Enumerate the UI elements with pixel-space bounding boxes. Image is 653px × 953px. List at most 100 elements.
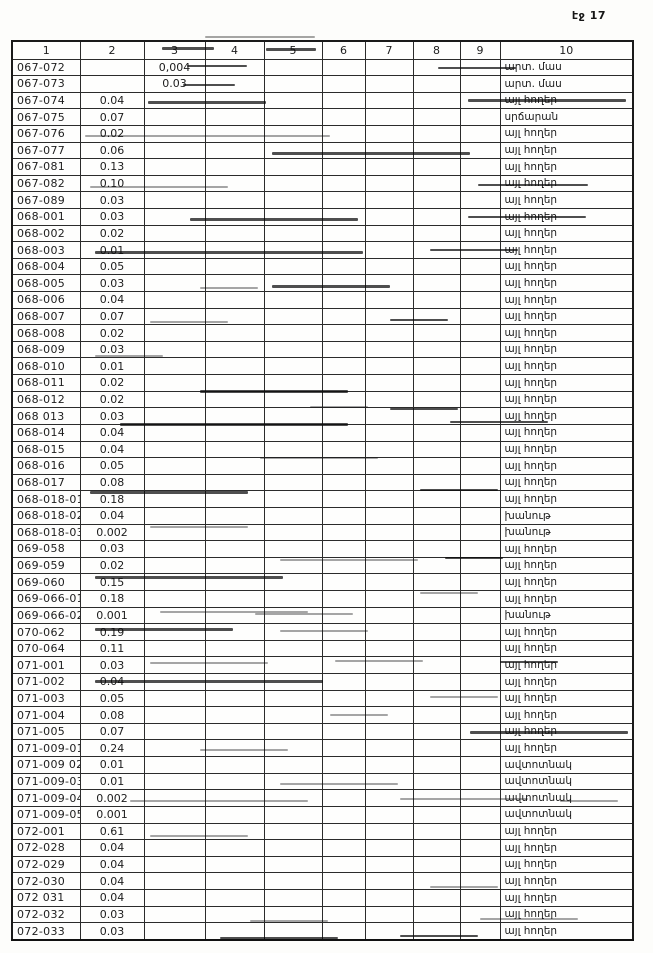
scan-artifact (205, 36, 315, 38)
area-value-cell (143, 91, 206, 110)
table-cell (459, 722, 501, 741)
table-cell (412, 423, 461, 442)
table-row: 068-007 0.07 այլ հողեր (11, 307, 634, 326)
parcel-code-cell: 067-074 (11, 91, 81, 110)
land-use-cell: այլ հողեր (499, 407, 634, 425)
header-row: 1 2 3 4 5 6 7 8 9 10 (11, 40, 634, 60)
table-cell (459, 590, 501, 608)
table-cell (204, 374, 265, 392)
table-cell (263, 457, 323, 475)
parcel-code-cell: 072-033 (11, 922, 81, 942)
area-value-cell: 0.002 (79, 523, 145, 542)
area-value-cell (143, 374, 206, 392)
table-cell (364, 789, 414, 807)
land-use-cell: այլ հողեր (499, 141, 634, 160)
table-cell (263, 722, 323, 741)
table-cell (459, 540, 501, 558)
land-use-cell: այլ հողեր (499, 324, 634, 342)
table-row: 067-089 0.03 այլ հողեր (11, 191, 634, 209)
table-cell (204, 673, 265, 691)
table-row: 072-030 0.04 այլ հողեր (11, 872, 634, 890)
area-value-cell: 0.01 (79, 772, 145, 791)
parcel-table: 1 2 3 4 5 6 7 8 9 10 067-072 0,004 արտ. մաս 067-073 0… (11, 40, 634, 942)
table-cell (321, 108, 366, 126)
table-cell (263, 872, 323, 890)
area-value-cell: 0.002 (79, 789, 145, 807)
column-header: 1 (11, 40, 81, 60)
table-row: 069-060 0.15 այլ հողեր (11, 573, 634, 591)
parcel-code-cell: 067-073 (11, 75, 81, 93)
table-cell (459, 241, 501, 259)
area-value-cell: 0.08 (79, 473, 145, 492)
table-cell (412, 556, 461, 575)
area-value-cell: 0.04 (79, 91, 145, 110)
table-cell (263, 490, 323, 508)
table-cell (321, 374, 366, 392)
parcel-code-cell: 068-006 (11, 291, 81, 309)
table-cell (321, 191, 366, 209)
table-cell (204, 257, 265, 276)
table-cell (364, 191, 414, 209)
table-cell (204, 639, 265, 658)
parcel-code-cell: 071-009-03 (11, 772, 81, 791)
area-value-cell (143, 257, 206, 276)
table-cell (263, 673, 323, 691)
area-value-cell: 0.03 (79, 540, 145, 558)
area-value-cell: 0.03 (79, 340, 145, 359)
table-cell (263, 224, 323, 243)
table-cell (321, 324, 366, 342)
table-cell (263, 689, 323, 708)
table-cell (204, 324, 265, 342)
area-value-cell (143, 772, 206, 791)
table-cell (321, 789, 366, 807)
table-cell (204, 706, 265, 724)
table-cell (204, 440, 265, 459)
table-row: 068-003 0.01 այլ հողեր (11, 241, 634, 259)
table-row: 067-077 0.06 այլ հողեր (11, 141, 634, 160)
table-cell (412, 257, 461, 276)
land-use-cell: այլ հողեր (499, 739, 634, 758)
parcel-code-cell: 069-059 (11, 556, 81, 575)
area-value-cell: 0.07 (79, 722, 145, 741)
table-row: 068-008 0.02 այլ հողեր (11, 324, 634, 342)
table-cell (321, 390, 366, 409)
area-value-cell (143, 822, 206, 841)
area-value-cell (143, 473, 206, 492)
area-value-cell: 0.03 (79, 274, 145, 293)
table-cell (412, 457, 461, 475)
table-cell (263, 540, 323, 558)
table-cell (263, 324, 323, 342)
area-value-cell: 0.02 (79, 556, 145, 575)
parcel-code-cell: 068-018-02 (11, 506, 81, 525)
table-cell (321, 673, 366, 691)
parcel-code-cell: 072-032 (11, 905, 81, 924)
table-cell (364, 91, 414, 110)
table-cell (459, 872, 501, 890)
parcel-code-cell: 067-076 (11, 124, 81, 143)
table-cell (321, 473, 366, 492)
land-use-cell: այլ հողեր (499, 590, 634, 608)
land-use-cell: այլ հողեր (499, 573, 634, 591)
land-use-cell: այլ հողեր (499, 340, 634, 359)
table-cell (459, 556, 501, 575)
table-cell (321, 722, 366, 741)
table-cell (364, 922, 414, 942)
table-row: 071-001 0.03 այլ հողեր (11, 656, 634, 675)
table-cell (321, 158, 366, 176)
column-header: 7 (364, 40, 414, 60)
table-cell (364, 324, 414, 342)
parcel-code-cell: 068-017 (11, 473, 81, 492)
table-row: 068-018-01 0.18 այլ հողեր (11, 490, 634, 508)
area-value-cell: 0.04 (79, 855, 145, 874)
area-value-cell (143, 191, 206, 209)
land-use-cell: այլ հողեր (499, 656, 634, 675)
table-cell (459, 573, 501, 591)
table-cell (263, 805, 323, 824)
table-cell (412, 506, 461, 525)
table-cell (364, 307, 414, 326)
table-cell (263, 556, 323, 575)
table-cell (364, 58, 414, 77)
table-row: 067-073 0.03 արտ. մաս (11, 75, 634, 93)
table-cell (321, 174, 366, 193)
table-cell (364, 207, 414, 226)
